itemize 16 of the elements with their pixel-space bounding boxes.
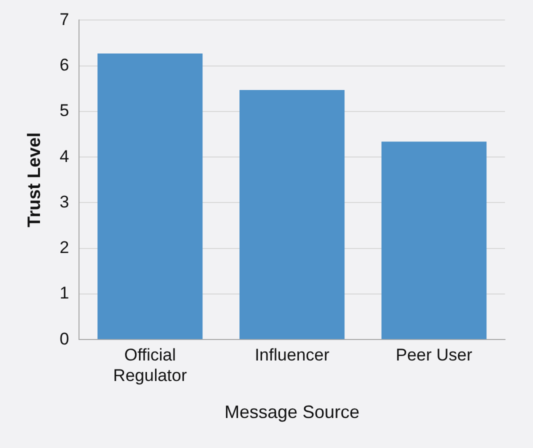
bar <box>239 90 345 340</box>
y-tick-label: 0 <box>60 329 70 348</box>
bar <box>98 54 203 340</box>
x-axis-title: Message Source <box>224 402 360 422</box>
y-tick-label: 3 <box>60 192 70 212</box>
y-tick-label: 6 <box>60 56 70 75</box>
y-tick-label: 4 <box>60 146 70 166</box>
y-tick-label: 7 <box>60 10 70 29</box>
y-tick-label: 2 <box>60 238 70 258</box>
y-axis-title: Trust Level <box>24 132 44 228</box>
x-tick-label: Influencer <box>254 345 330 364</box>
y-tick-label: 1 <box>60 284 70 303</box>
bar <box>381 142 487 340</box>
x-tick-label: Peer User <box>396 345 473 364</box>
x-tick-label: Official Regulator <box>113 345 188 385</box>
y-tick-label: 5 <box>60 101 70 120</box>
